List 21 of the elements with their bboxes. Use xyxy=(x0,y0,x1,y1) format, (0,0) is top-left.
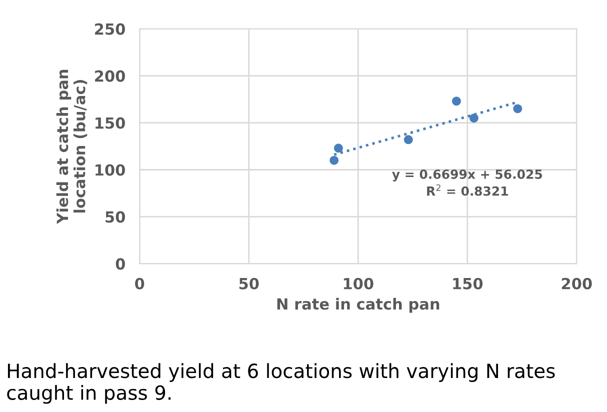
point xyxy=(334,144,343,153)
x-tick-label: 100 xyxy=(344,278,374,290)
text: Hand-harvested yield at 6 locations with varying N rates caught in pass 9. xyxy=(7,363,555,404)
y-tick-label: 200 xyxy=(95,70,125,82)
y-tick-label: 250 xyxy=(95,23,125,35)
y-tick-label: 100 xyxy=(96,164,125,176)
point xyxy=(330,156,339,165)
y-tick-label: 150 xyxy=(96,117,125,129)
point xyxy=(404,135,413,144)
annotation: y = 0.6699x + 56.025 R$^{2}$ = 0.8321 xyxy=(392,169,542,196)
point xyxy=(469,114,478,123)
x-tick-label: 150 xyxy=(453,278,483,290)
point xyxy=(513,104,522,114)
x-tick-label: 0 xyxy=(135,278,144,290)
x-tick-label: 200 xyxy=(562,278,592,290)
point xyxy=(452,96,461,106)
y-axis-title: Yield at catch pan location (bu/ac) xyxy=(56,70,88,224)
y-tick-label: 0 xyxy=(116,258,125,270)
y-tick-label: 50 xyxy=(106,211,125,223)
x-axis-title: N rate in catch pan xyxy=(277,298,440,313)
x-tick-label: 50 xyxy=(239,278,259,290)
